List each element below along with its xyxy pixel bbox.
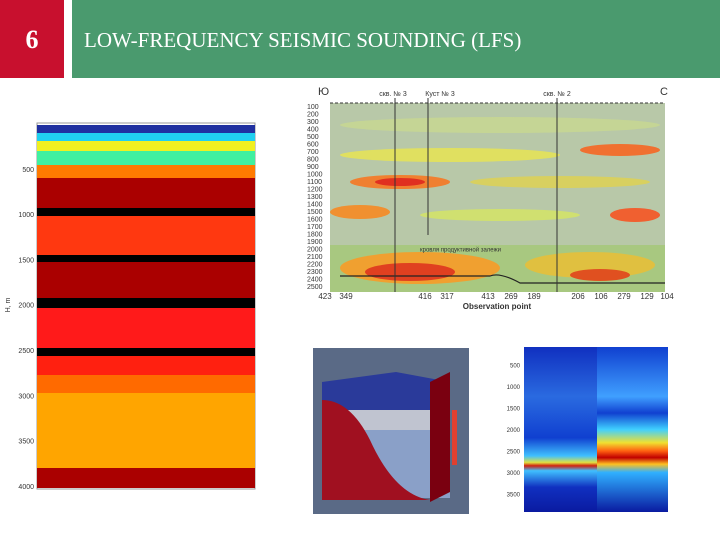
depth-label: 2500 [307, 284, 323, 291]
depth-tick: 1000 [18, 212, 34, 219]
point-label: 279 [617, 292, 631, 301]
x-label: Observation point [463, 302, 532, 311]
well-label: скв. № 2 [543, 91, 571, 98]
point-label: 423 [318, 292, 332, 301]
point-label: 317 [440, 292, 454, 301]
3d-model [313, 348, 469, 514]
depth-label: 1000 [307, 171, 323, 178]
depth-tick: 3000 [18, 393, 34, 400]
depth-label: 2300 [307, 269, 323, 276]
depth-label: 2100 [307, 254, 323, 261]
profile-tick: 1500 [507, 407, 521, 413]
depth-tick: 500 [22, 167, 34, 174]
point-label: 416 [418, 292, 432, 301]
depth-label: 2200 [307, 261, 323, 268]
depth-label: 1700 [307, 224, 323, 231]
depth-label: 600 [307, 141, 319, 148]
well-label: скв. № 3 [379, 91, 407, 98]
depth-label: 1400 [307, 201, 323, 208]
depth-tick: 3500 [18, 439, 34, 446]
profile-tick: 3500 [507, 493, 521, 499]
depth-label: 2000 [307, 246, 323, 253]
depth-tick: 2500 [18, 348, 34, 355]
depth-label: 1900 [307, 239, 323, 246]
profile-tick: 3000 [507, 471, 521, 477]
axis-label: H, m [5, 297, 12, 312]
depth-label: 1100 [307, 179, 322, 186]
depth-label: 2400 [307, 276, 323, 283]
side-label: Ю [318, 86, 329, 98]
depth-tick: 1500 [18, 257, 34, 264]
depth-label: 1800 [307, 231, 323, 238]
number-box [0, 0, 64, 78]
profile-tick: 2500 [507, 450, 521, 456]
title-bar [72, 0, 720, 78]
point-label: 104 [660, 292, 674, 301]
depth-label: 200 [307, 111, 319, 118]
depth-label: 300 [307, 119, 319, 126]
velocity-profile [524, 347, 668, 512]
point-label: 349 [339, 292, 353, 301]
depth-label: 100 [307, 104, 319, 111]
depth-label: 900 [307, 164, 319, 171]
slide-title: LOW-FREQUENCY SEISMIC SOUNDING (LFS) [84, 28, 521, 52]
layer-model [36, 122, 256, 490]
depth-label: 1600 [307, 216, 323, 223]
point-label: 413 [481, 292, 495, 301]
profile-tick: 500 [510, 364, 521, 370]
point-label: 269 [504, 292, 518, 301]
depth-tick: 2000 [18, 303, 34, 310]
depth-label: 800 [307, 156, 319, 163]
depth-label: 1200 [307, 186, 323, 193]
section-heatmap [305, 82, 672, 312]
point-label: 189 [527, 292, 541, 301]
depth-tick: 4000 [18, 484, 34, 491]
depth-label: 700 [307, 149, 319, 156]
depth-label: 500 [307, 134, 319, 141]
depth-label: 1300 [307, 194, 323, 201]
profile-tick: 2000 [507, 428, 521, 434]
annotation: кровля продуктивной залежи [420, 247, 501, 254]
depth-label: 1500 [307, 209, 323, 216]
point-label: 206 [571, 292, 585, 301]
point-label: 129 [640, 292, 654, 301]
depth-label: 400 [307, 126, 319, 133]
slide-number: 6 [26, 25, 39, 54]
well-label: Куст № 3 [425, 91, 455, 98]
profile-tick: 1000 [507, 385, 521, 391]
point-label: 106 [594, 292, 608, 301]
side-label: С [660, 86, 668, 98]
